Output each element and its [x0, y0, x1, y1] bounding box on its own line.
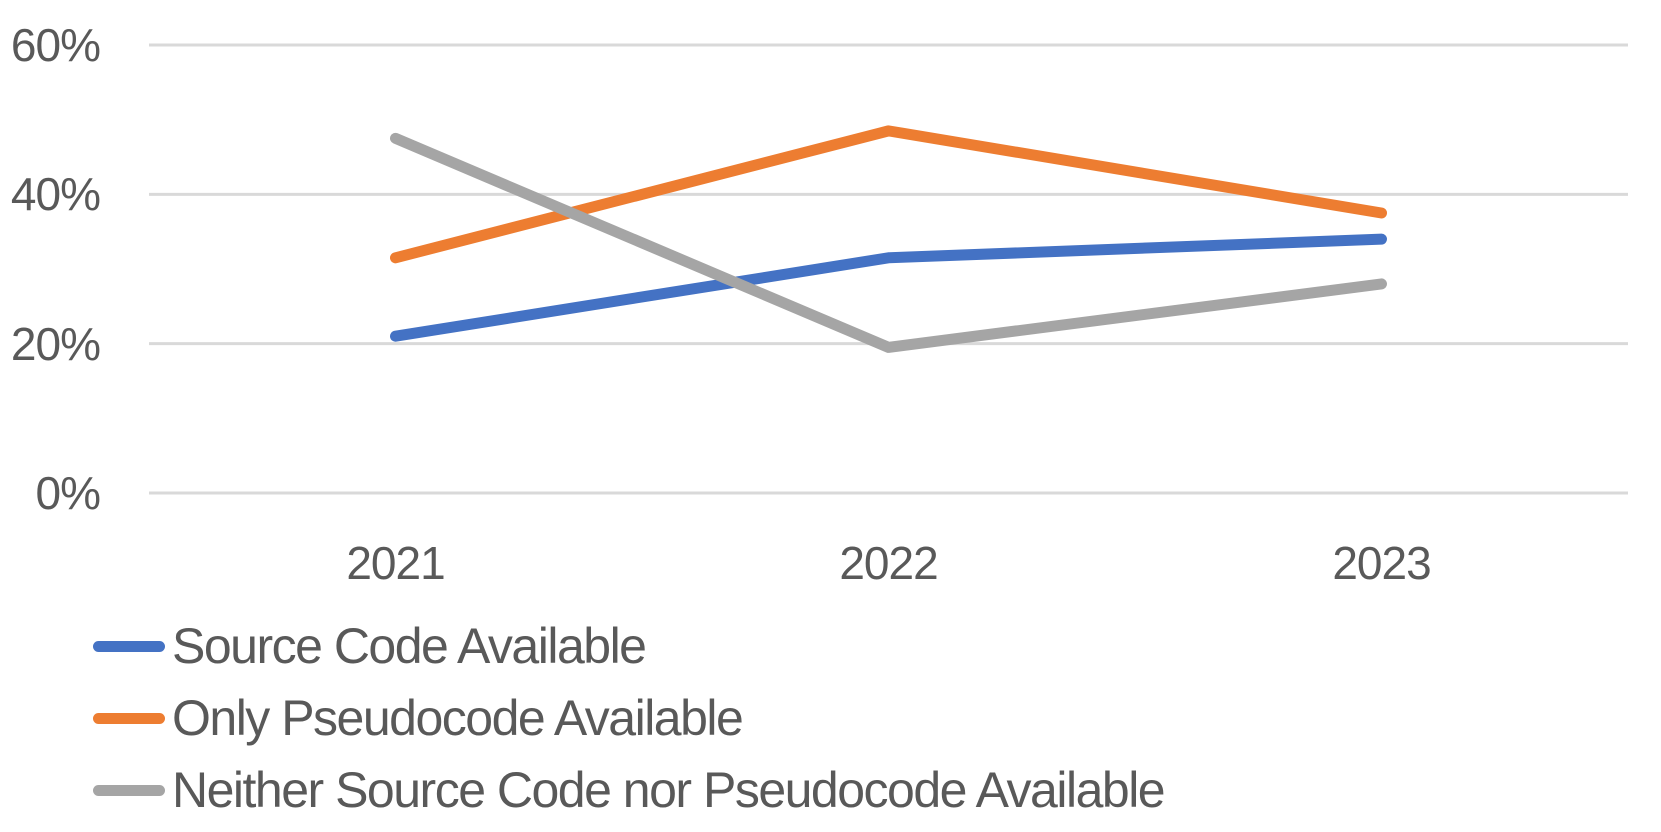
legend-label: Source Code Available — [172, 618, 647, 674]
legend-row-1: Only Pseudocode Available — [93, 682, 1164, 754]
legend-label: Only Pseudocode Available — [172, 690, 744, 746]
legend-line-icon — [93, 784, 165, 796]
legend-line-icon — [93, 640, 165, 652]
series-line-0 — [390, 233, 1387, 342]
legend: Source Code Available Only Pseudocode Ava… — [93, 610, 1166, 826]
x-tick-label: 2021 — [346, 537, 445, 589]
series-line-2 — [390, 132, 1387, 353]
y-tick-label: 60% — [10, 19, 101, 71]
x-tick-label: 2023 — [1332, 537, 1431, 589]
legend-line-icon — [93, 712, 165, 724]
x-tick-label: 2022 — [839, 537, 938, 589]
y-tick-label: 40% — [10, 168, 101, 221]
y-tick-label: 20% — [10, 317, 101, 370]
legend-label: Neither Source Code nor Pseudocode Avail… — [172, 762, 1166, 818]
y-tick-label: 0% — [35, 467, 101, 519]
legend-row-0: Source Code Available — [93, 610, 1164, 682]
legend-row-2: Neither Source Code nor Pseudocode Avail… — [93, 754, 1166, 826]
series-line-1 — [390, 125, 1387, 264]
